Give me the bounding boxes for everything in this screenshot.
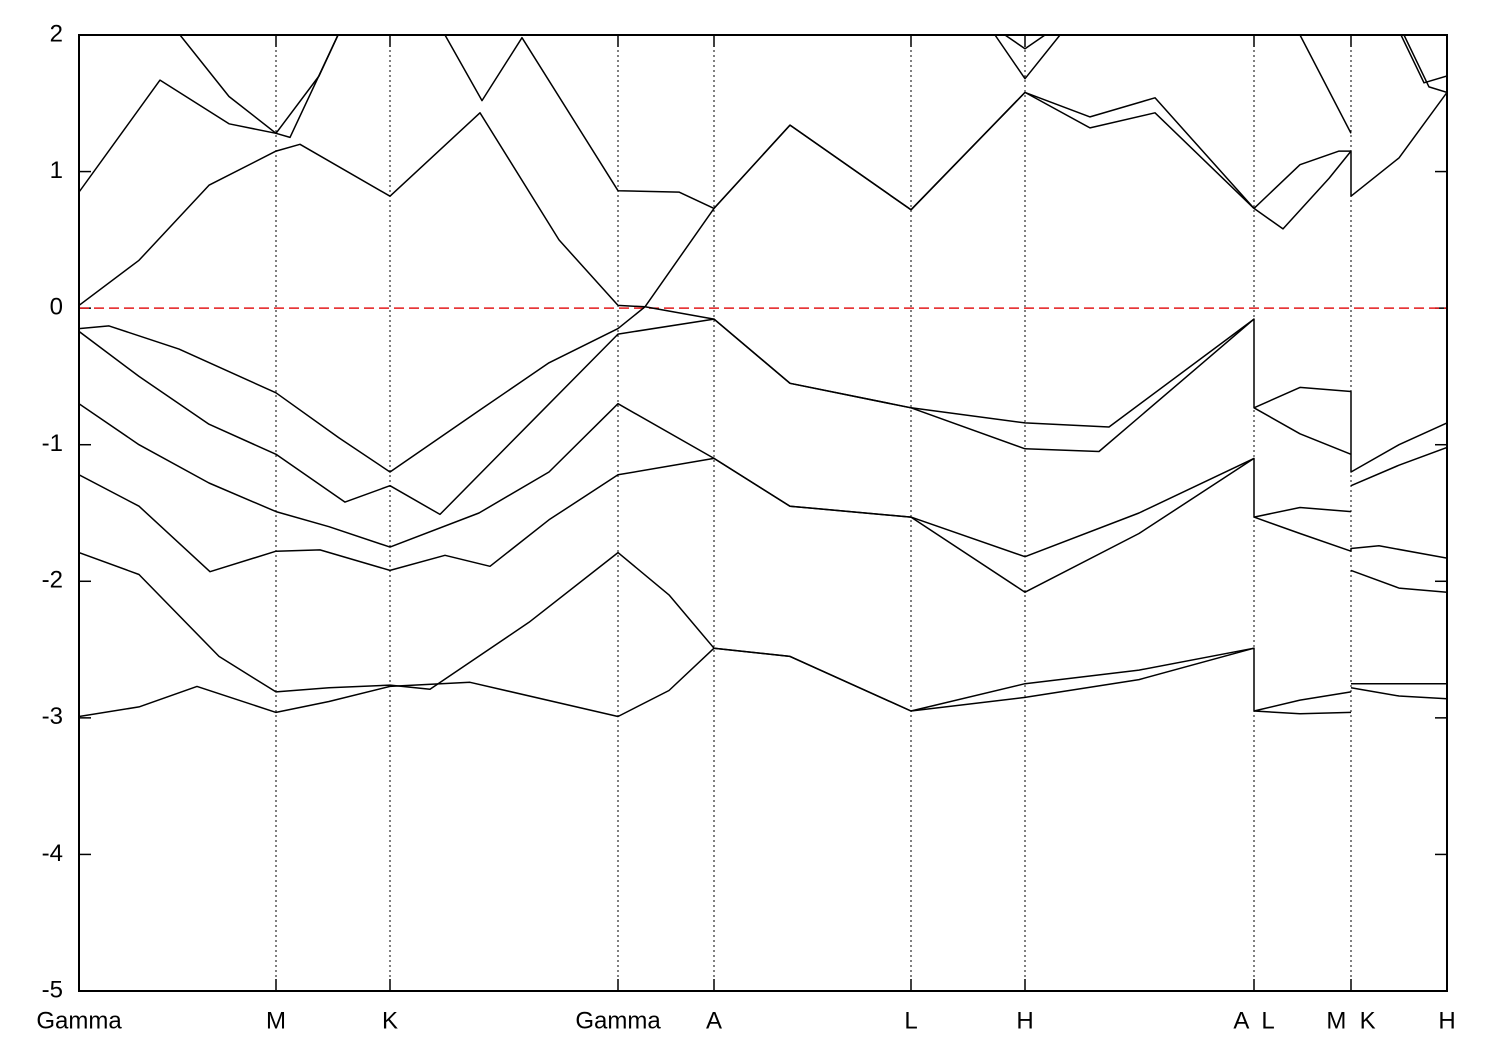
x-tick-label: A L xyxy=(1233,1007,1274,1034)
x-tick-label: K xyxy=(382,1007,398,1034)
x-tick-label: M K xyxy=(1326,1007,1375,1034)
band-line xyxy=(1004,35,1046,50)
x-tick-label: Gamma xyxy=(36,1007,122,1034)
band-line xyxy=(1253,150,1352,230)
band-line xyxy=(79,91,1255,308)
x-tick-label: L xyxy=(904,1007,917,1034)
x-tick-label: Gamma xyxy=(575,1007,661,1034)
plot-border xyxy=(78,34,1448,992)
band-line xyxy=(79,402,1255,593)
x-tick-label: H xyxy=(1438,1007,1455,1034)
x-tick-label: A xyxy=(706,1007,722,1034)
band-line xyxy=(444,35,1255,211)
y-tick-label: 0 xyxy=(50,293,63,320)
y-tick-label: 1 xyxy=(50,157,63,184)
band-line xyxy=(1253,407,1352,455)
band-line xyxy=(79,306,1255,473)
band-line xyxy=(1400,35,1447,84)
x-tick-label: H xyxy=(1016,1007,1033,1034)
band-line xyxy=(179,35,339,135)
band-line xyxy=(1350,687,1447,700)
band-line xyxy=(79,647,1352,718)
y-tick-label: -4 xyxy=(42,840,63,867)
y-tick-label: -3 xyxy=(42,703,63,730)
band-line xyxy=(79,35,339,193)
band-line xyxy=(1253,516,1447,559)
band-line xyxy=(1403,35,1447,94)
y-tick-label: 2 xyxy=(50,20,63,47)
x-tick-label: M xyxy=(266,1007,286,1034)
y-tick-label: -2 xyxy=(42,567,63,594)
band-line xyxy=(1350,446,1447,487)
band-line xyxy=(1299,35,1352,134)
y-tick-label: -1 xyxy=(42,430,63,457)
band-line xyxy=(79,551,1255,712)
band-line xyxy=(1253,691,1352,712)
band-line xyxy=(994,35,1061,80)
band-line xyxy=(1350,569,1447,593)
y-tick-label: -5 xyxy=(42,976,63,1003)
